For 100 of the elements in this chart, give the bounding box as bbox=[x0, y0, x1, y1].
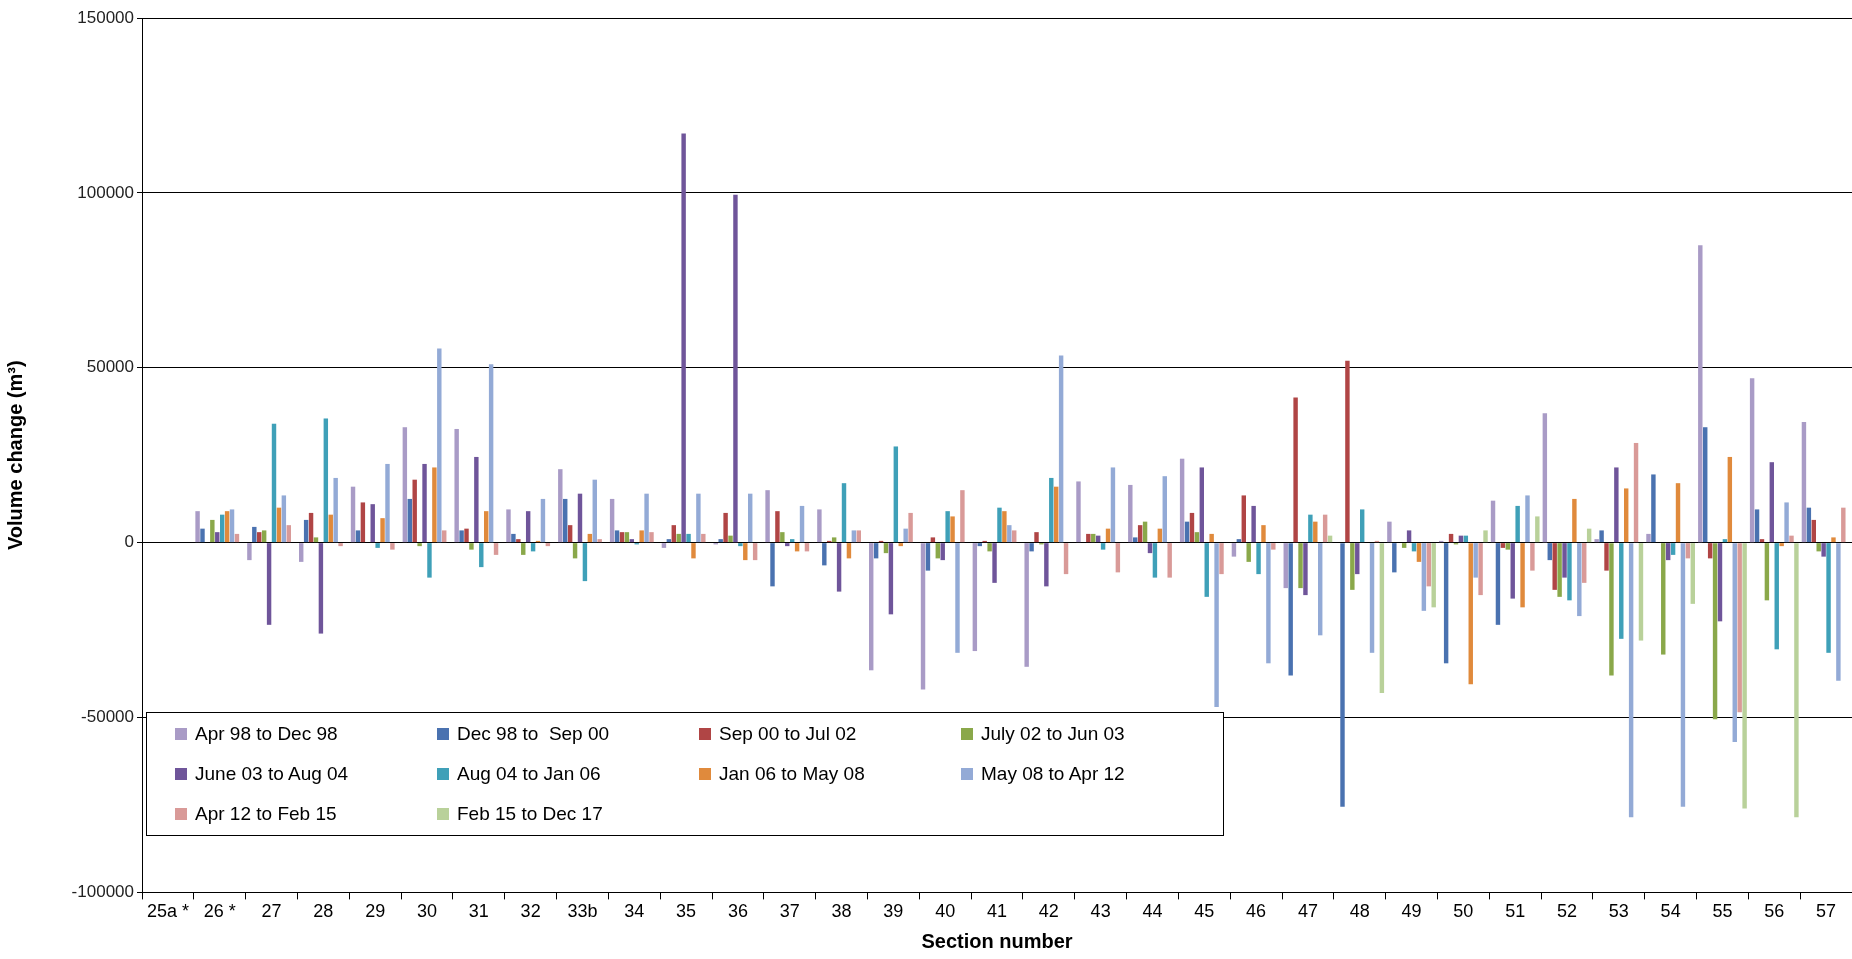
bar bbox=[1520, 543, 1525, 608]
bar bbox=[1416, 543, 1422, 562]
bar bbox=[609, 498, 615, 543]
bar bbox=[224, 511, 230, 543]
bar bbox=[696, 493, 701, 543]
bar bbox=[1535, 516, 1540, 543]
bar bbox=[422, 463, 427, 543]
bar bbox=[1256, 543, 1261, 575]
x-tick-label: 50 bbox=[1453, 901, 1474, 922]
x-tick-label: 52 bbox=[1556, 901, 1578, 922]
bar bbox=[1308, 514, 1313, 543]
bar bbox=[1651, 474, 1656, 543]
bar bbox=[1288, 543, 1293, 676]
bar bbox=[582, 543, 588, 582]
bar bbox=[701, 533, 706, 543]
bar bbox=[728, 535, 733, 543]
bar bbox=[286, 525, 291, 543]
bar bbox=[1115, 543, 1121, 573]
x-tick-label: 53 bbox=[1608, 901, 1629, 922]
bar bbox=[1572, 498, 1577, 543]
bar bbox=[1152, 543, 1158, 578]
bar bbox=[1318, 543, 1323, 636]
x-tick-label: 25a * bbox=[146, 901, 189, 922]
bar bbox=[313, 537, 319, 543]
y-tick-label: 150000 bbox=[77, 7, 134, 27]
bar bbox=[1779, 543, 1784, 547]
bar bbox=[338, 543, 343, 547]
bar bbox=[1712, 543, 1718, 720]
x-tick-label: 26 * bbox=[203, 901, 236, 922]
bar bbox=[817, 509, 822, 543]
bar bbox=[247, 543, 252, 561]
bar bbox=[1219, 543, 1224, 575]
bar bbox=[1628, 543, 1634, 818]
bar bbox=[1675, 483, 1681, 543]
bar bbox=[427, 543, 432, 578]
x-tick-label: 29 bbox=[365, 901, 386, 922]
bar bbox=[308, 512, 314, 543]
bar bbox=[743, 543, 748, 561]
bar bbox=[1137, 525, 1143, 543]
bar bbox=[1401, 543, 1407, 548]
bar bbox=[1680, 543, 1686, 807]
x-tick-label: 28 bbox=[313, 901, 334, 922]
bar bbox=[1749, 378, 1755, 543]
bar bbox=[1661, 543, 1666, 655]
bar bbox=[1063, 543, 1069, 575]
bar bbox=[488, 364, 494, 543]
bar bbox=[856, 530, 861, 543]
legend-label: Aug 04 to Jan 06 bbox=[457, 763, 601, 785]
bar bbox=[1594, 539, 1599, 543]
bar bbox=[836, 543, 842, 592]
bar bbox=[644, 493, 649, 543]
bar bbox=[1717, 543, 1723, 622]
bar bbox=[950, 516, 955, 543]
bar bbox=[1392, 543, 1397, 573]
bar bbox=[375, 543, 380, 548]
bar bbox=[1241, 495, 1246, 543]
bar bbox=[1049, 477, 1054, 543]
bar bbox=[511, 533, 516, 543]
x-tick-label: 34 bbox=[624, 901, 645, 922]
bar bbox=[1406, 530, 1412, 543]
x-tick-label: 30 bbox=[416, 901, 438, 922]
bar bbox=[831, 537, 837, 543]
bar bbox=[407, 498, 412, 543]
bar bbox=[789, 539, 795, 543]
bar bbox=[567, 525, 573, 543]
bar bbox=[1303, 543, 1308, 596]
bar bbox=[432, 467, 437, 543]
bar bbox=[1646, 533, 1651, 543]
bar bbox=[215, 532, 220, 543]
bar bbox=[681, 133, 686, 543]
bar bbox=[1133, 537, 1138, 543]
bar bbox=[1236, 539, 1242, 543]
bar bbox=[299, 543, 304, 562]
bar bbox=[1293, 397, 1298, 543]
bar bbox=[506, 509, 511, 543]
bar bbox=[1194, 532, 1200, 543]
x-tick-label: 36 bbox=[727, 901, 748, 922]
bar bbox=[614, 530, 620, 543]
bar bbox=[1831, 537, 1836, 543]
bar bbox=[1619, 543, 1624, 639]
bar bbox=[1759, 539, 1765, 543]
bar bbox=[1128, 484, 1133, 543]
bar bbox=[390, 543, 395, 550]
x-tick-label: 44 bbox=[1142, 901, 1163, 922]
bar bbox=[841, 483, 847, 543]
x-tick-label: 57 bbox=[1816, 901, 1837, 922]
bar bbox=[1473, 543, 1478, 578]
bar bbox=[1525, 495, 1530, 543]
bar bbox=[1515, 505, 1520, 543]
bar bbox=[898, 543, 903, 547]
bar bbox=[525, 511, 531, 543]
bar bbox=[1179, 458, 1185, 543]
legend-label: July 02 to Jun 03 bbox=[981, 723, 1125, 745]
bar bbox=[1007, 525, 1012, 543]
legend-label: May 08 to Apr 12 bbox=[981, 763, 1125, 785]
bar bbox=[271, 423, 277, 543]
x-tick-label: 46 bbox=[1246, 901, 1267, 922]
bar bbox=[955, 543, 960, 653]
y-tick-label: 0 bbox=[124, 532, 134, 552]
bar bbox=[1510, 543, 1515, 599]
